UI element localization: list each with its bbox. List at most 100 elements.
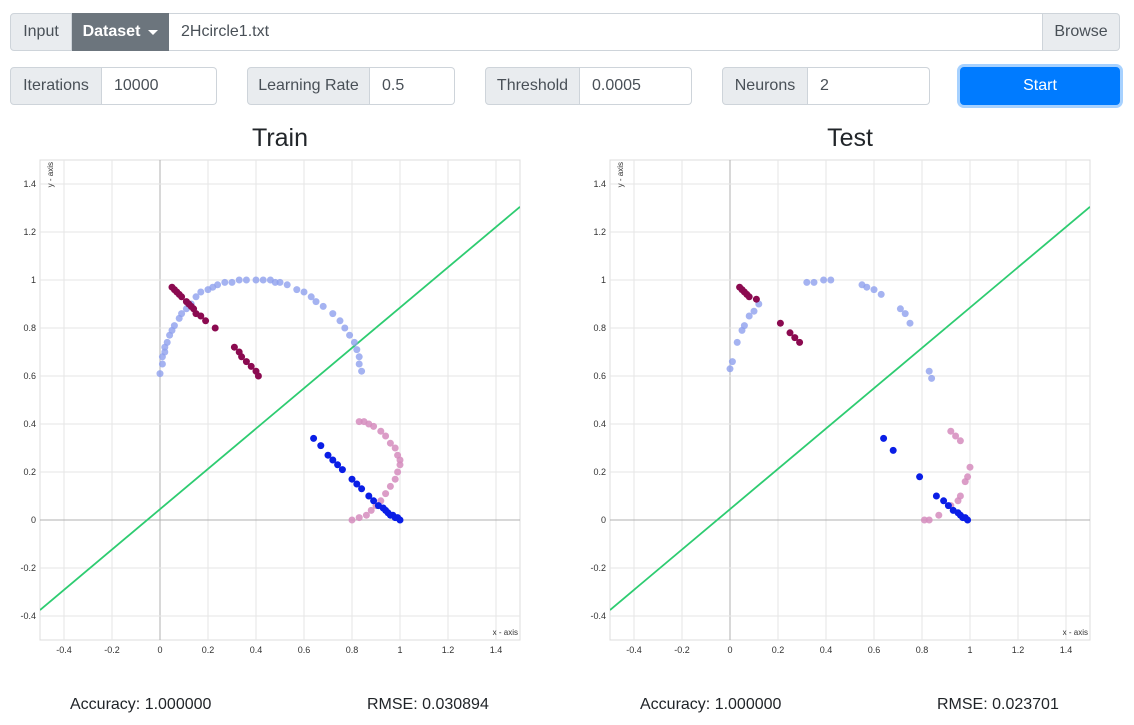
train-point-b-light — [283, 281, 291, 289]
test-point-b-dark — [880, 434, 888, 442]
file-name-field[interactable]: 2Hcircle1.txt — [169, 13, 1043, 51]
train-y-tick-label: 0.6 — [23, 371, 36, 381]
train-chart-title: Train — [251, 124, 309, 152]
train-point-b-light — [341, 324, 349, 332]
browse-button[interactable]: Browse — [1043, 13, 1120, 51]
train-point-b-dark — [396, 516, 404, 524]
test-x-tick-label: 0.2 — [772, 645, 785, 655]
train-y-tick-label: 0.2 — [23, 467, 36, 477]
iterations-input[interactable]: 10000 — [102, 67, 217, 105]
test-x-tick-label: 1.2 — [1012, 645, 1025, 655]
iterations-group: Iterations 10000 — [10, 67, 217, 105]
train-x-tick-label: 0.2 — [202, 645, 215, 655]
train-point-a-light — [367, 506, 375, 514]
train-point-a-light — [394, 468, 402, 476]
train-point-a-light — [396, 461, 404, 469]
train-point-b-light — [259, 276, 267, 284]
test-x-axis-label: x - axis — [1063, 628, 1088, 637]
train-accuracy: Accuracy: 1.000000 — [70, 696, 212, 713]
input-label: Input — [10, 13, 72, 51]
train-point-a-dark — [242, 358, 250, 366]
test-accuracy: Accuracy: 1.000000 — [640, 696, 782, 713]
train-point-b-light — [252, 276, 260, 284]
learning-rate-group: Learning Rate 0.5 — [247, 67, 455, 105]
train-point-a-dark — [178, 293, 186, 301]
train-point-b-dark — [317, 442, 325, 450]
train-point-b-dark — [324, 451, 332, 459]
test-point-b-light — [750, 307, 758, 315]
train-point-b-dark — [334, 461, 342, 469]
train-point-b-light — [221, 278, 229, 286]
test-point-b-light — [896, 305, 904, 313]
train-x-tick-label: 0.6 — [298, 645, 311, 655]
train-point-b-dark — [329, 456, 337, 464]
test-point-b-light — [810, 278, 818, 286]
test-x-tick-label: -0.4 — [626, 645, 642, 655]
train-x-tick-label: 1.2 — [442, 645, 455, 655]
dataset-dropdown-button[interactable]: Dataset — [72, 13, 169, 51]
train-point-b-light — [329, 310, 337, 318]
train-y-tick-label: 1.2 — [23, 227, 36, 237]
learning-rate-label: Learning Rate — [247, 67, 370, 105]
train-point-b-light — [353, 346, 361, 354]
test-plot-area — [609, 159, 1091, 641]
test-y-tick-label: 1.2 — [593, 227, 606, 237]
train-x-tick-label: 0 — [157, 645, 162, 655]
train-point-a-light — [386, 439, 394, 447]
test-x-tick-label: 1.4 — [1060, 645, 1073, 655]
train-point-b-light — [170, 322, 178, 330]
learning-rate-input[interactable]: 0.5 — [370, 67, 455, 105]
train-y-tick-label: 1 — [31, 275, 36, 285]
threshold-label: Threshold — [485, 67, 580, 105]
train-x-tick-label: 1 — [397, 645, 402, 655]
train-point-b-light — [242, 276, 250, 284]
test-point-a-light — [964, 473, 972, 481]
test-point-b-dark — [964, 516, 972, 524]
test-y-tick-label: 0.8 — [593, 323, 606, 333]
dataset-label: Dataset — [82, 23, 141, 40]
train-point-b-light — [158, 360, 166, 368]
train-y-axis-label: y - axis — [46, 162, 55, 187]
neurons-label: Neurons — [722, 67, 808, 105]
test-point-a-dark — [752, 295, 760, 303]
train-point-b-dark — [338, 466, 346, 474]
test-point-a-light — [920, 516, 928, 524]
test-y-axis-label: y - axis — [616, 162, 625, 187]
train-x-tick-label: -0.2 — [104, 645, 120, 655]
test-point-b-dark — [944, 502, 952, 510]
test-y-tick-label: 0.2 — [593, 467, 606, 477]
test-x-tick-label: 1 — [967, 645, 972, 655]
train-point-a-light — [382, 432, 390, 440]
file-input-group: Input Dataset 2Hcircle1.txt Browse — [10, 13, 1120, 51]
test-scatter-chart: -0.4 -0.2 0 0.2 0.4 0.6 0.8 1 1.2 1.4 -0.4 -0.2 0 0.2… — [590, 159, 1091, 655]
test-point-b-light — [803, 278, 811, 286]
train-point-b-light — [163, 338, 171, 346]
test-rmse: RMSE: 0.023701 — [937, 696, 1059, 713]
test-y-tick-label: 0.4 — [593, 419, 606, 429]
start-button[interactable]: Start — [960, 67, 1120, 105]
test-point-b-light — [877, 290, 885, 298]
train-point-b-light — [235, 276, 243, 284]
train-point-b-light — [178, 310, 186, 318]
train-y-tick-label: -0.2 — [20, 563, 36, 573]
train-y-tick-label: 0.4 — [23, 419, 36, 429]
train-point-b-light — [312, 298, 320, 306]
train-point-b-light — [355, 353, 363, 361]
test-point-b-light — [906, 319, 914, 327]
test-point-b-dark — [889, 446, 897, 454]
train-point-a-light — [377, 427, 385, 435]
test-y-tick-label: 1.4 — [593, 179, 606, 189]
train-point-b-light — [319, 302, 327, 310]
test-point-b-light — [820, 276, 828, 284]
train-point-b-light — [355, 360, 363, 368]
train-decision-boundary — [40, 206, 520, 611]
test-point-b-light — [928, 374, 936, 382]
threshold-input[interactable]: 0.0005 — [580, 67, 692, 105]
neurons-input[interactable]: 2 — [808, 67, 930, 105]
test-point-b-light — [745, 312, 753, 320]
train-x-tick-label: 0.4 — [250, 645, 263, 655]
neurons-group: Neurons 2 — [722, 67, 930, 105]
test-point-b-light — [870, 286, 878, 294]
train-point-b-light — [307, 293, 315, 301]
train-point-b-light — [271, 278, 279, 286]
